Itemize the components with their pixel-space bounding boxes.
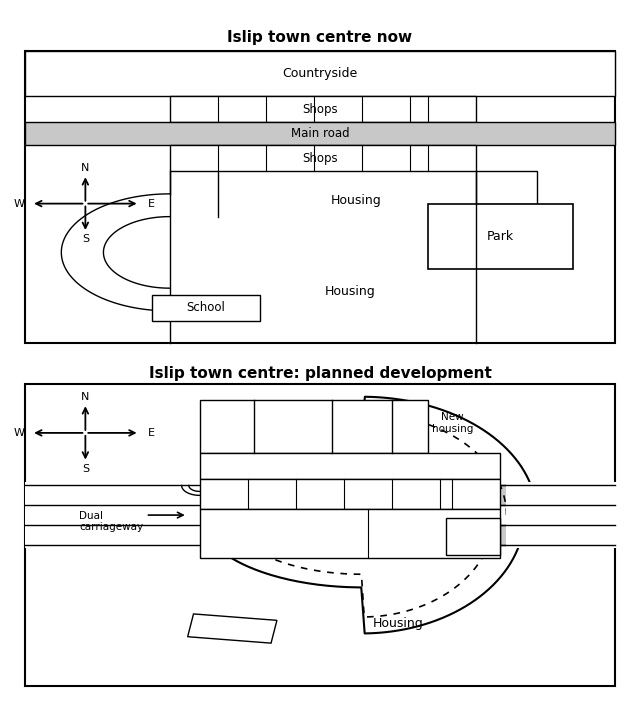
Text: School: School — [186, 301, 225, 314]
Text: S: S — [82, 464, 89, 474]
Bar — [506, 482, 621, 548]
Bar — [25, 506, 615, 525]
Bar — [25, 525, 615, 544]
Text: Pedestrians only: Pedestrians only — [304, 461, 396, 471]
Text: S: S — [82, 235, 89, 245]
Text: Shops: Shops — [302, 103, 338, 116]
Text: Park: Park — [462, 532, 484, 542]
Text: School: School — [211, 624, 248, 633]
Text: New
housing: New housing — [431, 412, 473, 434]
Bar — [170, 96, 476, 122]
Bar — [25, 482, 212, 548]
Text: Housing: Housing — [254, 528, 302, 542]
Text: Park: Park — [487, 230, 514, 243]
Text: New
housing: New housing — [390, 524, 431, 546]
Text: Housing: Housing — [331, 194, 381, 207]
Bar — [152, 295, 260, 321]
Text: Islip town centre now: Islip town centre now — [227, 30, 413, 45]
Bar — [428, 204, 573, 269]
Text: W: W — [13, 199, 25, 209]
Text: Main road: Main road — [291, 127, 349, 140]
Text: Shopping
centre: Shopping centre — [268, 419, 317, 440]
Bar — [25, 122, 615, 145]
Text: Countryside: Countryside — [282, 67, 358, 80]
Text: N: N — [81, 163, 90, 173]
Bar — [188, 614, 277, 643]
Text: W: W — [13, 428, 25, 438]
Text: Islip town centre: planned development: Islip town centre: planned development — [148, 366, 492, 381]
Text: Housing: Housing — [324, 285, 376, 298]
Text: E: E — [148, 428, 155, 438]
Bar — [25, 486, 615, 506]
Bar — [200, 508, 500, 558]
Bar — [476, 171, 536, 204]
Text: Bus
station: Bus station — [209, 419, 245, 440]
Bar — [200, 452, 500, 479]
Text: Car
park: Car park — [350, 419, 374, 440]
Text: Shops: Shops — [302, 151, 338, 165]
Bar — [200, 479, 500, 508]
Bar — [25, 51, 615, 96]
Text: Shops: Shops — [332, 487, 368, 501]
Bar — [170, 145, 476, 171]
Bar — [200, 400, 428, 452]
Text: Dual
carriageway: Dual carriageway — [79, 511, 143, 532]
Bar — [446, 518, 500, 554]
Text: Housing: Housing — [373, 617, 424, 630]
Text: N: N — [81, 392, 90, 402]
Text: E: E — [148, 199, 155, 209]
